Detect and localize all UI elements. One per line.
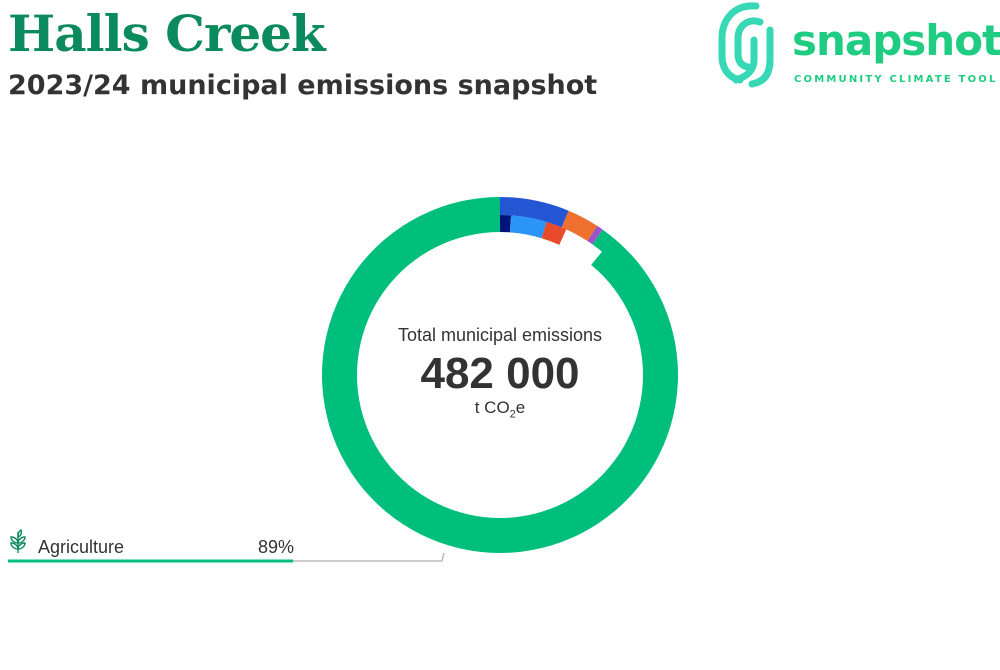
- legend-item-agriculture[interactable]: Agriculture 89%: [8, 528, 294, 564]
- legend-label: Agriculture: [38, 537, 125, 557]
- page-title: Halls Creek: [8, 4, 326, 63]
- total-value: 482 000: [420, 349, 580, 398]
- donut-segment-5[interactable]: [500, 215, 512, 233]
- donut-segment-7[interactable]: [541, 221, 567, 245]
- donut-segment-2[interactable]: [587, 225, 603, 245]
- logo-wordmark: snapshot: [792, 16, 1000, 65]
- donut-segment-6[interactable]: [509, 215, 547, 239]
- logo-tagline: COMMUNITY CLIMATE TOOL: [794, 74, 998, 85]
- donut-segment-1[interactable]: [561, 210, 598, 241]
- legend-percent: 89%: [257, 537, 294, 557]
- sprout-icon: [10, 529, 26, 553]
- fingerprint-icon: [718, 2, 774, 88]
- donut-center-summary: Total municipal emissions 482 000 t CO2e: [360, 325, 640, 420]
- donut-segment-0[interactable]: [500, 197, 569, 228]
- donut-segments: [322, 197, 678, 553]
- total-unit: t CO2e: [474, 398, 526, 421]
- donut-segment-3[interactable]: [592, 229, 614, 252]
- total-label: Total municipal emissions: [397, 325, 603, 345]
- snapshot-logo: snapshot COMMUNITY CLIMATE TOOL: [712, 0, 1000, 92]
- page-subtitle: 2023/24 municipal emissions snapshot: [8, 70, 598, 101]
